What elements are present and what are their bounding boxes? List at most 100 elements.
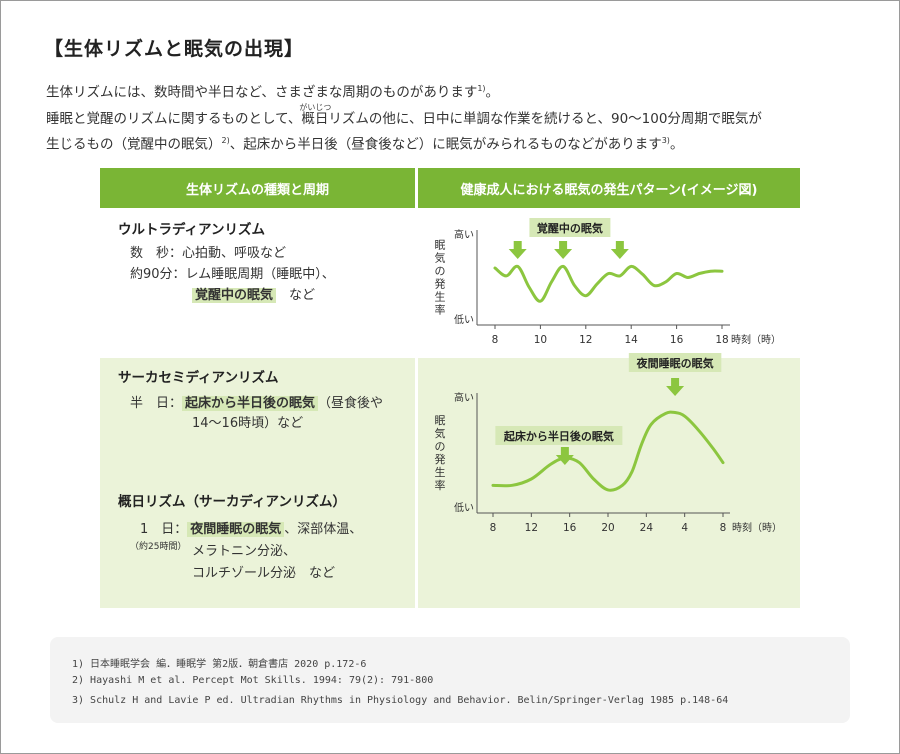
y-axis-label-char: 気 (435, 251, 446, 265)
rhythm-item: 14～16時頃）など (192, 414, 303, 434)
y-axis-label-char: の (435, 440, 446, 453)
intro-text: 睡眠と覚醒のリズムに関するものとして、 (46, 111, 302, 127)
section-circadian (100, 483, 800, 608)
intro-text: 生じるもの（覚醒中の眠気） (46, 136, 222, 153)
x-tick-label: 20 (601, 522, 614, 534)
down-arrow-icon (610, 241, 629, 259)
item-text: レム睡眠周期（睡眠中）、 (185, 267, 335, 282)
intro-paragraph-2: 睡眠と覚醒のリズムに関するものとして、概日 がいじつ リズムの他に、日中に単調な作業… (46, 103, 762, 130)
highlight-term: 覚醒中の眠気 (192, 288, 277, 303)
y-axis-label-char: 眠 (435, 414, 446, 427)
item-text: 、深部体温、 (284, 522, 363, 537)
rhythm-item: コルチゾール分泌 など (192, 564, 335, 584)
x-tick-label: 8 (720, 522, 727, 534)
x-axis-label: 時刻（時） (732, 521, 782, 534)
y-low-label: 低い (454, 501, 474, 514)
highlight-term: 起床から半日後の眠気 (182, 396, 319, 411)
annotation-box (529, 218, 611, 237)
ruby-reading: がいじつ (299, 103, 332, 112)
x-tick-label: 8 (492, 334, 499, 346)
intro-paragraph-1: 生体リズムには、数時間や半日など、さまざまな周期のものがあります1)。 (46, 78, 499, 104)
item-text: メラトニン分泌、 (192, 544, 297, 559)
x-tick-label: 16 (670, 334, 684, 346)
y-axis-label-char: 発 (435, 277, 446, 291)
category-title: 概日リズム（サーカディアンリズム） (118, 494, 347, 510)
item-label: 半 日： (130, 396, 183, 411)
intro-text-end: 。 (485, 84, 500, 101)
ruby-term: 概日 がいじつ (299, 103, 331, 130)
ruby-base: 概日 (301, 111, 329, 127)
item-label: 約90分： (130, 267, 186, 282)
y-high-label: 高い (454, 391, 474, 404)
intro-text: 生体リズムには、数時間や半日など、さまざまな周期のものがあります (46, 84, 478, 101)
annotation-box (628, 353, 722, 372)
rhythm-item: 約90分：レム睡眠周期（睡眠中）、 (130, 265, 335, 285)
y-axis-label-char: 率 (435, 478, 446, 492)
rhythm-item: 数 秒：心拍動、呼吸など (130, 244, 286, 264)
x-tick-label: 12 (525, 522, 538, 534)
item-label: 1 日： (140, 522, 188, 537)
down-arrow-icon (508, 241, 527, 259)
annotation-label: 夜間睡眠の眠気 (636, 356, 714, 370)
page-title: 【生体リズムと眠気の出現】 (44, 38, 305, 60)
reference-item: 2) Hayashi M et al. Percept Mot Skills. … (72, 675, 434, 686)
y-axis-label-char: 眠 (435, 239, 446, 252)
x-tick-label: 4 (681, 522, 688, 534)
footnote-ref: 3) (661, 136, 670, 145)
sleepiness-curve (493, 264, 724, 303)
left-column-header: 生体リズムの種類と周期 (100, 168, 415, 208)
rhythm-item: メラトニン分泌、 (192, 542, 296, 562)
y-axis-label-char: 生 (435, 290, 446, 304)
rhythm-sub-label: （約25時間） (130, 542, 187, 552)
reference-item: 3) Schulz H and Lavie P ed. Ultradian Rh… (72, 695, 729, 706)
reference-item: 1) 日本睡眠学会 編．睡眠学 第2版．朝倉書店 2020 p.172-6 (72, 659, 367, 670)
rhythm-item: 半 日： 起床から半日後の眠気 （昼食後や (130, 394, 383, 414)
down-arrow-icon (666, 378, 685, 396)
x-axis-label: 時刻（時） (731, 333, 781, 346)
y-axis-label-char: 生 (435, 465, 446, 479)
intro-text-end: 。 (669, 136, 684, 153)
rhythm-item: 1 日： 夜間睡眠の眠気 、深部体温、 (140, 520, 362, 540)
footnote-ref: 1) (477, 84, 486, 93)
y-axis-label-char: 率 (435, 303, 446, 317)
y-high-label: 高い (454, 228, 474, 241)
y-low-label: 低い (454, 313, 474, 326)
item-text: 心拍動、呼吸など (182, 246, 287, 261)
category-title: ウルトラディアンリズム (118, 222, 266, 238)
down-arrow-icon (554, 241, 573, 259)
item-text: など (289, 288, 316, 303)
annotation-label: 起床から半日後の眠気 (503, 429, 614, 443)
down-arrow-icon (555, 447, 574, 465)
annotation-box (495, 426, 623, 445)
x-tick-label: 24 (640, 522, 654, 534)
y-axis-label-char: の (435, 265, 446, 278)
x-tick-label: 8 (490, 522, 497, 534)
intro-paragraph-3: 生じるもの（覚醒中の眠気）2)、起床から半日後（昼食後など）に眠気がみられるもの… (46, 130, 683, 156)
rhythm-item: 覚醒中の眠気 など (192, 286, 315, 306)
item-text: コルチゾール分泌 など (192, 566, 336, 581)
footnote-ref: 2) (221, 136, 230, 145)
right-column-header: 健康成人における眠気の発生パターン(イメージ図) (418, 168, 800, 208)
item-text: 14～16時頃）など (192, 416, 304, 431)
column-divider (415, 168, 418, 608)
intro-text: 、起床から半日後（昼食後など）に眠気がみられるものなどがあります (229, 136, 662, 153)
annotation-label: 覚醒中の眠気 (536, 221, 603, 235)
x-tick-label: 14 (625, 334, 639, 346)
x-tick-label: 10 (534, 334, 547, 346)
x-tick-label: 18 (715, 334, 728, 346)
rhythm-panel: 生体リズムの種類と周期 健康成人における眠気の発生パターン(イメージ図) ウルト… (100, 168, 800, 608)
item-text: （昼食後や (318, 396, 384, 411)
section-ultradian (100, 208, 800, 358)
highlight-term: 夜間睡眠の眠気 (187, 522, 285, 537)
y-axis-label-char: 気 (435, 426, 446, 440)
sleepiness-curve (491, 410, 725, 492)
references-box: 1) 日本睡眠学会 編．睡眠学 第2版．朝倉書店 2020 p.172-6 2)… (50, 637, 850, 723)
section-circasemidian (100, 358, 800, 483)
intro-text: リズムの他に、日中に単調な作業を続けると、90～100分周期で眠気が (328, 111, 762, 127)
y-axis-label-char: 発 (435, 452, 446, 466)
x-tick-label: 12 (579, 334, 592, 346)
category-title: サーカセミディアンリズム (118, 370, 279, 386)
x-tick-label: 16 (563, 522, 577, 534)
